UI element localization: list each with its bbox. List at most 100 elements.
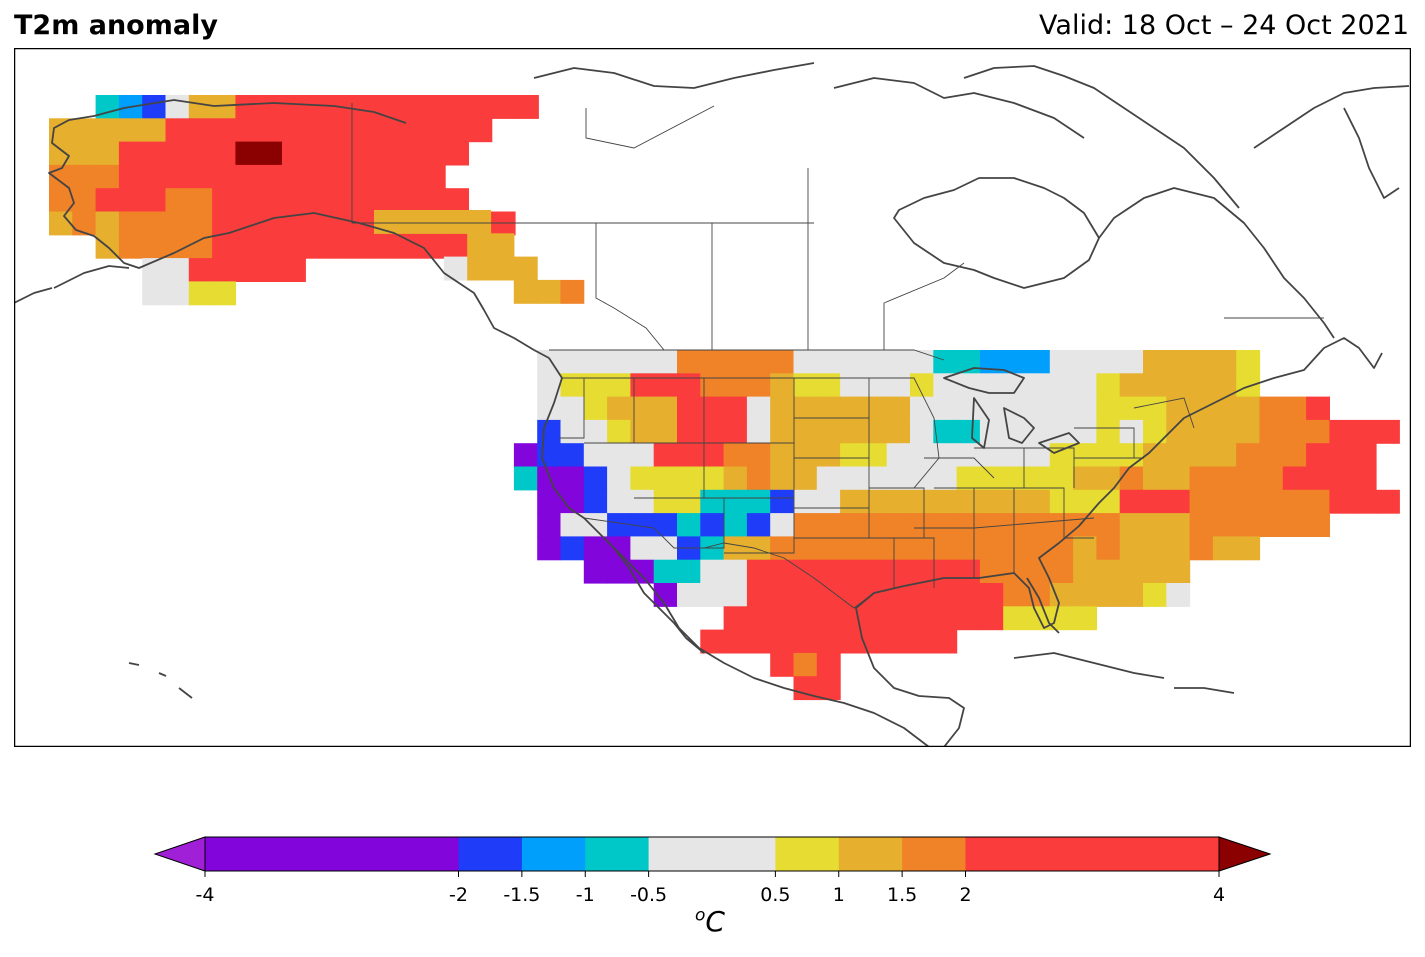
anomaly-cell — [979, 559, 1004, 584]
anomaly-cell — [1049, 350, 1074, 374]
anomaly-cell — [421, 118, 446, 143]
anomaly-cell — [1073, 396, 1097, 421]
anomaly-cell — [537, 373, 562, 398]
anomaly-cell — [1189, 513, 1214, 537]
anomaly-grid-cells — [49, 95, 1400, 701]
anomaly-cell — [979, 443, 1004, 468]
anomaly-cell — [1212, 373, 1237, 398]
anomaly-cell — [607, 419, 631, 444]
anomaly-cell — [653, 373, 678, 398]
anomaly-cell — [1143, 396, 1167, 421]
anomaly-cell — [933, 419, 958, 444]
anomaly-cell — [188, 141, 213, 166]
anomaly-cell — [1119, 489, 1144, 514]
anomaly-cell — [863, 419, 888, 444]
anomaly-cell — [677, 373, 701, 398]
anomaly-cell — [793, 396, 818, 421]
anomaly-cell — [770, 350, 795, 374]
anomaly-cell — [1049, 513, 1074, 537]
anomaly-cell — [700, 373, 725, 398]
anomaly-cell — [910, 536, 934, 561]
anomaly-cell — [583, 489, 608, 514]
anomaly-cell — [142, 141, 167, 166]
anomaly-cell — [282, 118, 306, 143]
anomaly-cell — [1329, 443, 1354, 468]
anomaly-cell — [1189, 443, 1214, 468]
anomaly-cell — [723, 466, 748, 491]
anomaly-cell — [328, 211, 353, 236]
anomaly-cell — [770, 443, 795, 468]
anomaly-cell — [630, 350, 655, 374]
anomaly-cell — [723, 489, 748, 514]
anomaly-cell — [840, 536, 864, 561]
anomaly-cell — [1003, 373, 1028, 398]
anomaly-cell — [607, 489, 631, 514]
anomaly-cell — [583, 513, 608, 537]
anomaly-cell — [1096, 513, 1121, 537]
anomaly-cell — [653, 583, 678, 607]
anomaly-cell — [816, 396, 841, 421]
anomaly-cell — [956, 373, 981, 398]
anomaly-cell — [607, 513, 631, 537]
anomaly-cell — [607, 373, 631, 398]
anomaly-cell — [258, 95, 283, 119]
anomaly-cell — [351, 141, 376, 166]
anomaly-cell — [840, 373, 864, 398]
anomaly-cell — [1143, 559, 1167, 584]
colorbar-frame — [204, 836, 1220, 872]
anomaly-cell — [305, 141, 330, 166]
anomaly-cell — [910, 443, 934, 468]
anomaly-cell — [490, 233, 515, 258]
anomaly-cell — [816, 606, 841, 631]
anomaly-cell — [979, 419, 1004, 444]
anomaly-cell — [1259, 419, 1284, 444]
anomaly-cell — [816, 629, 841, 654]
anomaly-map — [14, 48, 1411, 747]
anomaly-cell — [1049, 419, 1074, 444]
anomaly-cell — [328, 234, 353, 259]
anomaly-cell — [1119, 350, 1144, 374]
anomaly-cell — [770, 559, 795, 584]
anomaly-cell — [933, 536, 958, 561]
anomaly-cell — [677, 396, 701, 421]
anomaly-cell — [1096, 559, 1121, 584]
anomaly-cell — [770, 629, 795, 654]
anomaly-cell — [305, 118, 330, 143]
anomaly-cell — [212, 281, 236, 306]
anomaly-cell — [886, 489, 911, 514]
anomaly-cell — [956, 606, 981, 631]
anomaly-cell — [118, 141, 143, 166]
anomaly-cell — [375, 95, 400, 119]
anomaly-cell — [630, 513, 655, 537]
anomaly-cell — [72, 141, 97, 166]
anomaly-cell — [793, 419, 818, 444]
anomaly-cell — [305, 188, 330, 213]
anomaly-cell — [398, 164, 423, 189]
anomaly-cell — [1306, 443, 1330, 468]
anomaly-cell — [886, 373, 911, 398]
valid-date-range: Valid: 18 Oct – 24 Oct 2021 — [1039, 10, 1409, 41]
anomaly-cell — [212, 188, 236, 213]
anomaly-cell — [1026, 396, 1051, 421]
anomaly-cell — [840, 559, 864, 584]
anomaly-cell — [1306, 489, 1330, 514]
anomaly-cell — [188, 258, 213, 282]
anomaly-cell — [1236, 419, 1261, 444]
anomaly-cell — [1236, 536, 1261, 561]
anomaly-cell — [746, 629, 771, 654]
anomaly-cell — [1119, 419, 1144, 444]
anomaly-cell — [1096, 350, 1121, 374]
anomaly-cell — [700, 559, 725, 584]
anomaly-cell — [1166, 396, 1191, 421]
anomaly-cell — [1236, 396, 1261, 421]
anomaly-cell — [1143, 513, 1167, 537]
anomaly-cell — [1003, 350, 1028, 374]
anomaly-cell — [1003, 466, 1028, 491]
anomaly-cell — [142, 95, 167, 119]
anomaly-cell — [1236, 443, 1261, 468]
anomaly-cell — [840, 466, 864, 491]
anomaly-cell — [746, 489, 771, 514]
anomaly-cell — [118, 164, 143, 189]
anomaly-cell — [49, 188, 73, 213]
anomaly-cell — [1212, 466, 1237, 491]
